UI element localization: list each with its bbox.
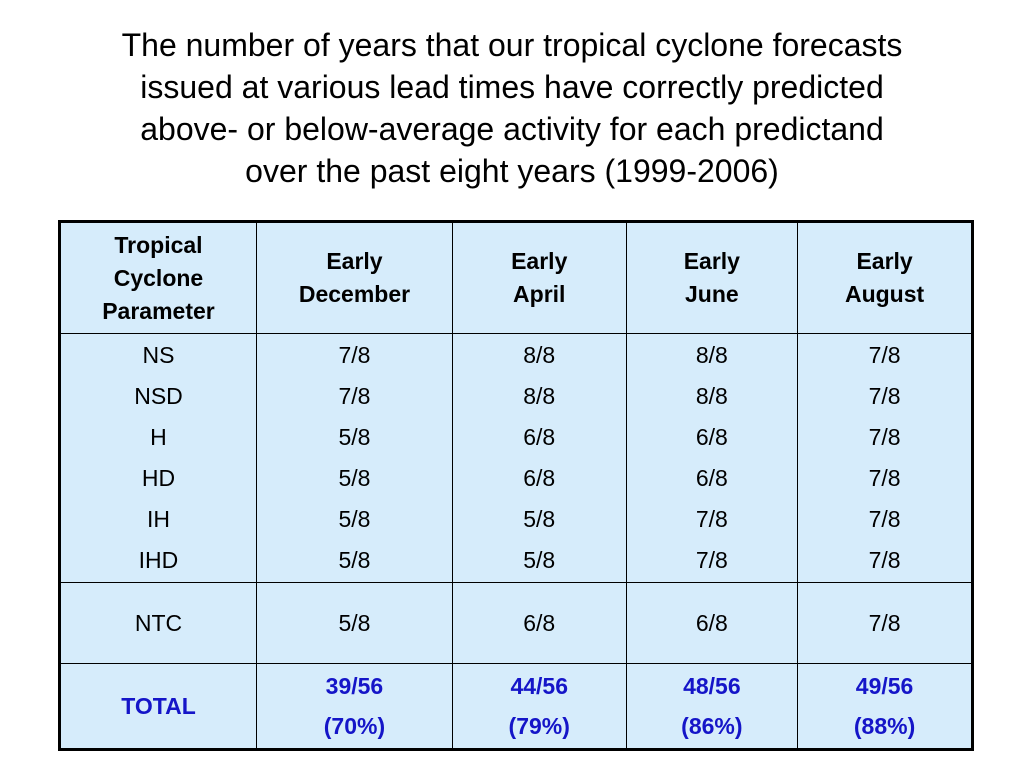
early-april-values: 8/8 8/8 6/8 6/8 5/8 5/8: [451, 333, 627, 583]
total-early-june: 48/56 (86%): [625, 663, 799, 750]
parameter-rows: NS NSD H HD IH IHD 7/8 7/8 5/8 5/8 5/8 5…: [59, 333, 973, 583]
header-early-december: Early December: [255, 221, 453, 334]
header-early-august: Early August: [797, 221, 973, 334]
total-early-april: 44/56 (79%): [451, 663, 627, 750]
slide-title: The number of years that our tropical cy…: [40, 24, 984, 192]
forecast-accuracy-table: Tropical Cyclone Parameter Early Decembe…: [58, 220, 974, 751]
total-label: TOTAL: [59, 663, 257, 750]
early-august-values: 7/8 7/8 7/8 7/8 7/8 7/8: [797, 333, 973, 583]
ntc-row: NTC 5/8 6/8 6/8 7/8: [59, 582, 973, 664]
title-line: above- or below-average activity for eac…: [140, 111, 884, 147]
header-early-june: Early June: [625, 221, 799, 334]
ntc-value: 7/8: [797, 582, 973, 664]
header-row: Tropical Cyclone Parameter Early Decembe…: [59, 221, 973, 334]
ntc-value: 5/8: [255, 582, 453, 664]
ntc-value: 6/8: [451, 582, 627, 664]
header-parameter: Tropical Cyclone Parameter: [59, 221, 257, 334]
total-early-august: 49/56 (88%): [797, 663, 973, 750]
early-june-values: 8/8 8/8 6/8 6/8 7/8 7/8: [625, 333, 799, 583]
title-line: The number of years that our tropical cy…: [121, 27, 903, 63]
total-row: TOTAL 39/56 (70%) 44/56 (79%) 48/56 (86%…: [59, 663, 973, 750]
early-december-values: 7/8 7/8 5/8 5/8 5/8 5/8: [255, 333, 453, 583]
ntc-value: 6/8: [625, 582, 799, 664]
header-early-april: Early April: [451, 221, 627, 334]
title-line: over the past eight years (1999-2006): [245, 153, 779, 189]
title-line: issued at various lead times have correc…: [140, 69, 884, 105]
total-early-december: 39/56 (70%): [255, 663, 453, 750]
parameter-names-cell: NS NSD H HD IH IHD: [59, 333, 257, 583]
ntc-label: NTC: [59, 582, 257, 664]
